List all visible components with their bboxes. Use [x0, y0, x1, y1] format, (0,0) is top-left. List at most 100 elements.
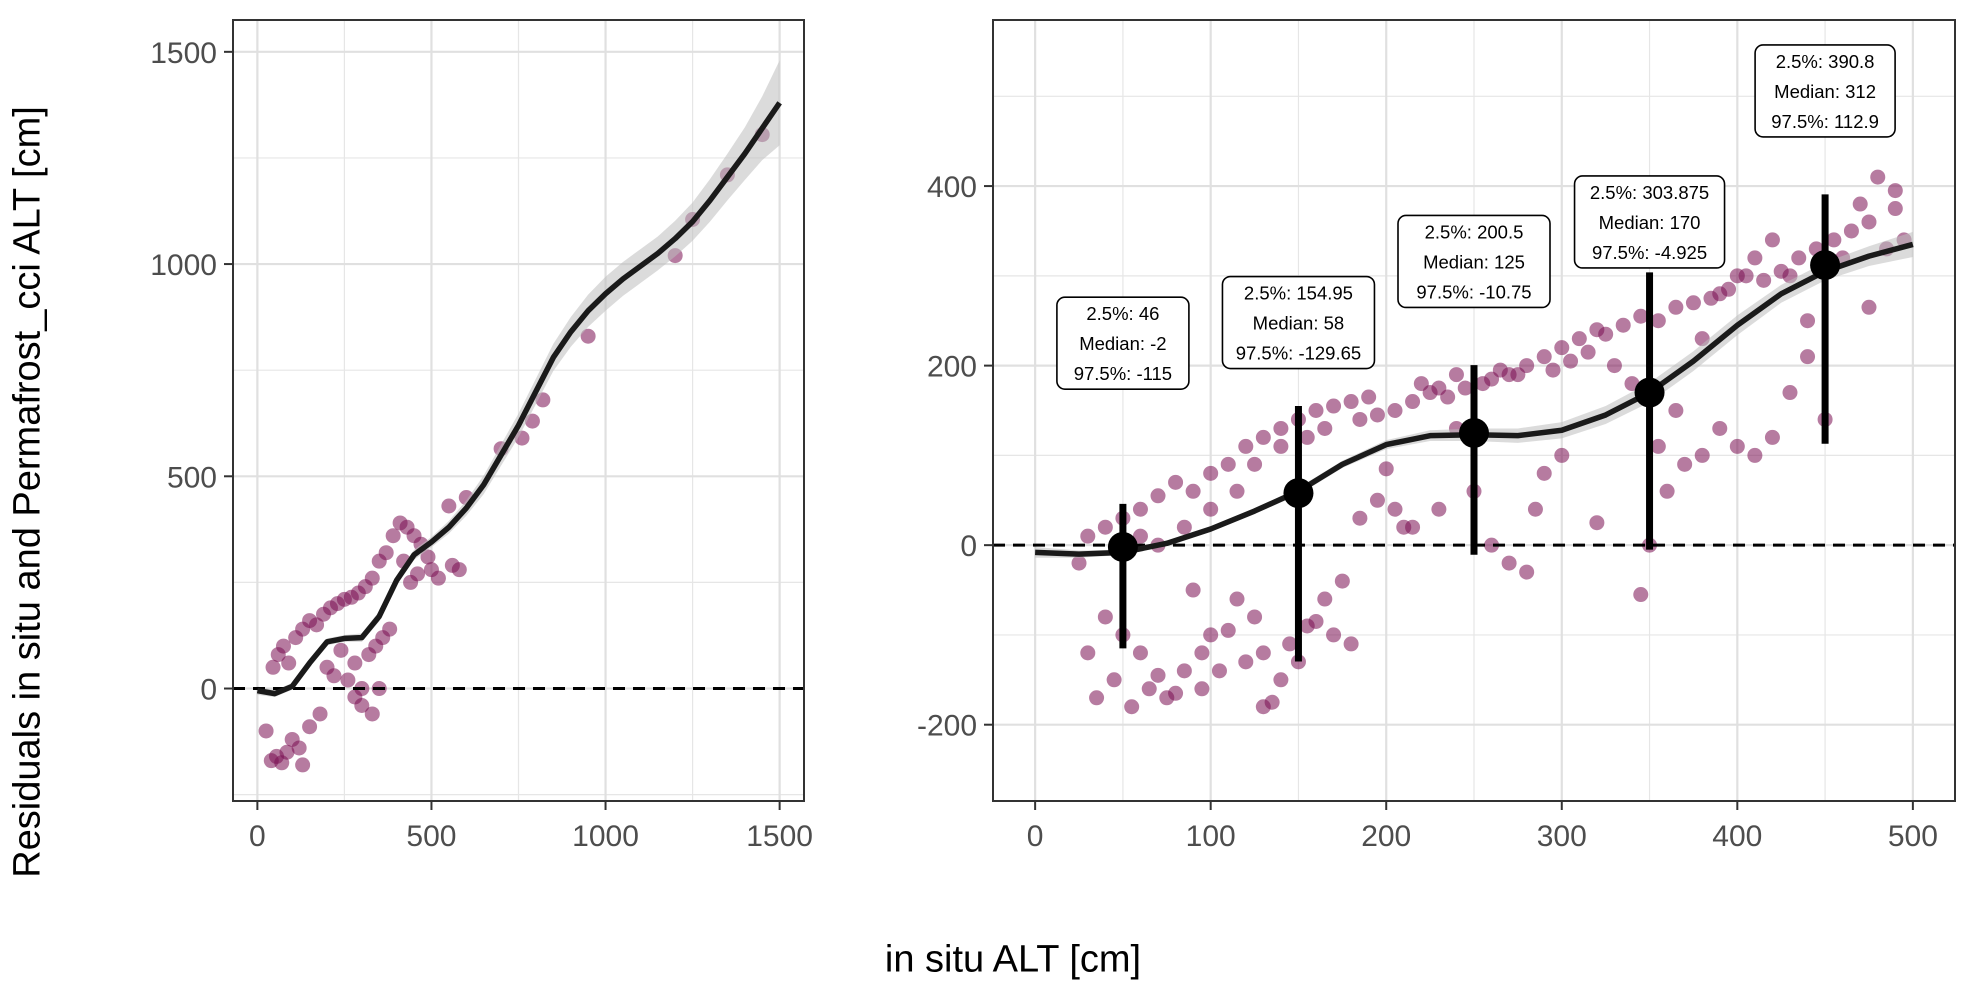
- data-point: [1282, 636, 1298, 652]
- data-point: [1826, 232, 1842, 248]
- data-point: [1405, 519, 1421, 535]
- data-point: [258, 723, 274, 739]
- data-point: [1563, 353, 1579, 369]
- data-point: [1668, 299, 1684, 315]
- left-panel: 0 500 1000 1500 0 500 1000 1500: [150, 19, 813, 853]
- annotation-box: 2.5%: 200.5 Median: 125 97.5%: -10.75: [1397, 214, 1551, 309]
- data-point: [1334, 573, 1350, 589]
- data-point: [302, 719, 318, 735]
- data-point: [1852, 196, 1868, 212]
- data-point: [1554, 447, 1570, 463]
- data-point: [1264, 694, 1280, 710]
- data-point: [1650, 313, 1666, 329]
- data-point: [1440, 389, 1456, 405]
- data-point: [1194, 681, 1210, 697]
- panel-border: [992, 19, 1956, 802]
- data-point: [1545, 362, 1561, 378]
- y-tick-label: 1000: [150, 249, 217, 282]
- data-point: [1580, 344, 1596, 360]
- annotation-box: 2.5%: 390.8 Median: 312 97.5%: 112.9: [1754, 44, 1896, 138]
- data-point: [1097, 519, 1113, 535]
- data-point: [378, 545, 394, 561]
- data-point: [1475, 376, 1491, 392]
- data-point: [385, 528, 401, 544]
- right-panel: 2.5%: 46 Median: -2 97.5%: -115 2.5%: 154.9…: [917, 19, 1956, 853]
- data-point: [347, 655, 363, 671]
- data-point: [1870, 169, 1886, 185]
- data-point: [1633, 308, 1649, 324]
- data-point: [1132, 501, 1148, 517]
- median-point: [1810, 250, 1841, 281]
- data-point: [1255, 429, 1271, 445]
- data-point: [1089, 690, 1105, 706]
- data-point: [265, 659, 281, 675]
- data-point: [309, 617, 325, 633]
- x-tick-label: 0: [1027, 820, 1044, 853]
- data-point: [333, 642, 349, 658]
- data-point: [1484, 537, 1500, 553]
- annotation-box: 2.5%: 154.95 Median: 58 97.5%: -129.65: [1221, 275, 1376, 370]
- data-point: [1185, 483, 1201, 499]
- y-tick-label: -200: [917, 710, 977, 743]
- annotation-line: 97.5%: -129.65: [1236, 343, 1361, 364]
- data-point: [1800, 313, 1816, 329]
- data-point: [1668, 403, 1684, 418]
- data-point: [1369, 492, 1385, 508]
- data-point: [375, 630, 391, 646]
- data-point: [364, 570, 380, 586]
- data-point: [1378, 461, 1394, 477]
- data-point: [1299, 429, 1315, 445]
- data-point: [1080, 645, 1096, 661]
- data-point: [1659, 483, 1675, 499]
- data-point: [1150, 488, 1166, 504]
- y-tick-label: 200: [927, 351, 977, 384]
- data-point: [1299, 618, 1315, 634]
- data-point: [1220, 622, 1236, 638]
- data-point: [1273, 420, 1289, 436]
- data-point: [1712, 420, 1728, 436]
- data-point: [410, 566, 426, 582]
- data-point: [1203, 501, 1219, 517]
- data-point: [1685, 295, 1701, 311]
- x-tick-label: 0: [249, 820, 266, 853]
- data-point: [1843, 223, 1859, 239]
- data-point: [1405, 394, 1421, 410]
- data-point: [1694, 447, 1710, 463]
- data-point: [1650, 438, 1666, 454]
- smooth-line: [256, 101, 782, 697]
- annotation-frame: [1221, 275, 1376, 370]
- data-point: [1203, 627, 1219, 643]
- data-point: [1527, 501, 1543, 517]
- data-point: [1194, 645, 1210, 661]
- data-point: [1387, 501, 1403, 517]
- data-point: [1273, 672, 1289, 688]
- data-point: [1536, 349, 1552, 365]
- data-point: [441, 498, 457, 514]
- data-point: [312, 706, 328, 722]
- data-point: [1238, 654, 1254, 670]
- annotation-frame: [1754, 44, 1896, 138]
- data-point: [1247, 609, 1263, 625]
- data-point: [1343, 394, 1359, 410]
- data-point: [1615, 317, 1631, 333]
- data-point: [1352, 510, 1368, 526]
- annotation-line: 97.5%: -4.925: [1592, 242, 1707, 263]
- annotation-box: 2.5%: 46 Median: -2 97.5%: -115: [1056, 296, 1190, 390]
- data-point: [1352, 411, 1368, 427]
- annotation-line: Median: 125: [1423, 251, 1525, 272]
- data-point: [1756, 272, 1772, 288]
- data-point: [364, 706, 380, 722]
- data-point: [430, 570, 446, 586]
- data-point: [1132, 645, 1148, 661]
- data-point: [1106, 672, 1122, 688]
- annotation-frame: [1397, 214, 1551, 309]
- data-point: [1255, 645, 1271, 661]
- data-point: [1721, 281, 1737, 297]
- data-point: [1247, 456, 1263, 472]
- data-point: [1861, 299, 1877, 315]
- annotation-line: Median: 58: [1253, 313, 1345, 334]
- data-point: [1317, 420, 1333, 436]
- median-point: [1107, 531, 1138, 562]
- data-point: [1238, 438, 1254, 454]
- data-point: [580, 328, 596, 344]
